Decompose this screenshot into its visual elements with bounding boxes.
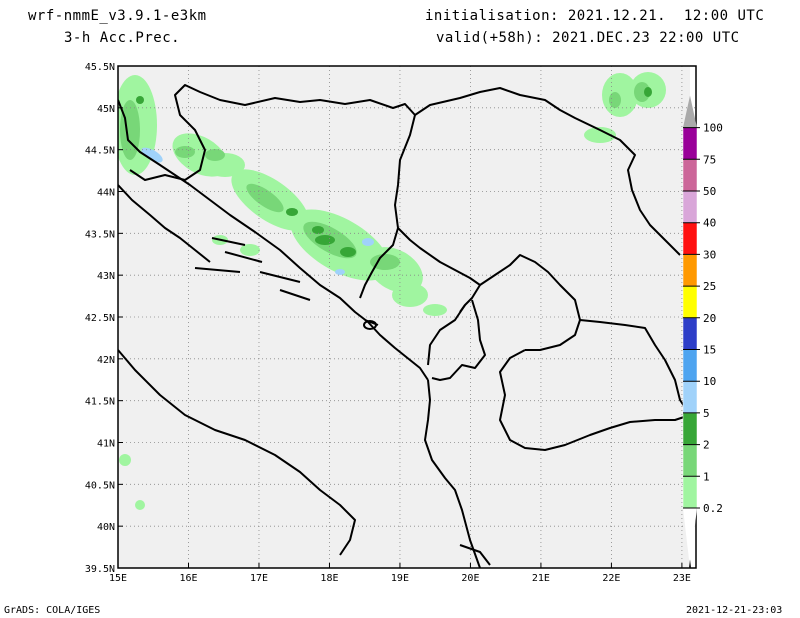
y-tick-label: 41N [97,439,115,450]
colorbar-label: 100 [703,122,723,135]
init-time: initialisation: 2021.12.21. 12:00 UTC [425,8,765,24]
x-tick-label: 22E [602,573,620,584]
y-tick-label: 44.5N [85,146,115,157]
colorbar-label: 25 [703,280,716,293]
latitude-axis: 45.5N 45N 44.5N 44N 43.5N 43N 42.5N 42N 41.5N 41N… [85,62,123,575]
y-tick-label: 43N [97,271,115,282]
colorbar-label: 5 [703,407,710,420]
y-tick-label: 39.5N [85,564,115,575]
y-tick-label: 45.5N [85,62,115,73]
colorbar-swatch [682,476,698,509]
x-tick-label: 17E [250,573,268,584]
x-tick-label: 16E [179,573,197,584]
borders [118,84,691,568]
y-tick-label: 42.5N [85,313,115,324]
x-tick-label: 15E [109,573,127,584]
model-title: wrf-nmmE_v3.9.1-e3km [28,8,207,24]
y-tick-label: 41.5N [85,397,115,408]
colorbar-label: 1 [703,470,710,483]
colorbar-bottom-arrow [683,508,697,568]
colorbar-label: 10 [703,375,716,388]
longitude-axis: 15E 16E 17E 18E 19E 20E 21E 22E 23E [109,563,691,584]
colorbar-swatch [682,349,698,382]
y-tick-label: 45N [97,104,115,115]
colorbar-swatch [682,444,698,477]
y-tick-label: 44N [97,188,115,199]
colorbar-swatch [682,285,698,319]
variable-title: 3-h Acc.Prec. [64,30,181,46]
x-tick-label: 20E [461,573,479,584]
colorbar-swatch [682,190,698,223]
x-tick-label: 18E [320,573,338,584]
valid-time: valid(+58h): 2021.DEC.23 22:00 UTC [436,30,740,46]
y-tick-label: 40.5N [85,480,115,491]
colorbar-label: 0.2 [703,502,723,515]
colorbar-label: 30 [703,248,716,261]
x-tick-label: 19E [391,573,409,584]
colorbar-swatch [682,380,698,414]
colorbar-swatch [682,127,698,160]
colorbar-label: 40 [703,217,716,230]
colorbar-label: 75 [703,153,716,166]
colorbar-label: 15 [703,344,716,357]
colorbar-swatch [682,222,698,255]
colorbar-swatch [682,254,698,287]
colorbar-swatch [682,412,698,445]
x-tick-label: 23E [673,573,691,584]
footer-timestamp: 2021-12-21-23:03 [686,605,783,616]
colorbar-swatch [682,317,698,350]
y-tick-label: 42N [97,355,115,366]
y-tick-label: 43.5N [85,229,115,240]
x-tick-label: 21E [532,573,550,584]
footer-credit: GrADS: COLA/IGES [4,605,101,616]
colorbar-label: 2 [703,439,710,452]
colorbar-label: 50 [703,185,716,198]
y-tick-label: 40N [97,522,115,533]
colorbar-top-arrow [683,95,697,128]
graticule [118,66,696,568]
colorbar-swatch [682,159,698,192]
precipitation-layer [118,72,666,510]
lakes [363,320,377,330]
colorbar-label: 20 [703,312,716,325]
